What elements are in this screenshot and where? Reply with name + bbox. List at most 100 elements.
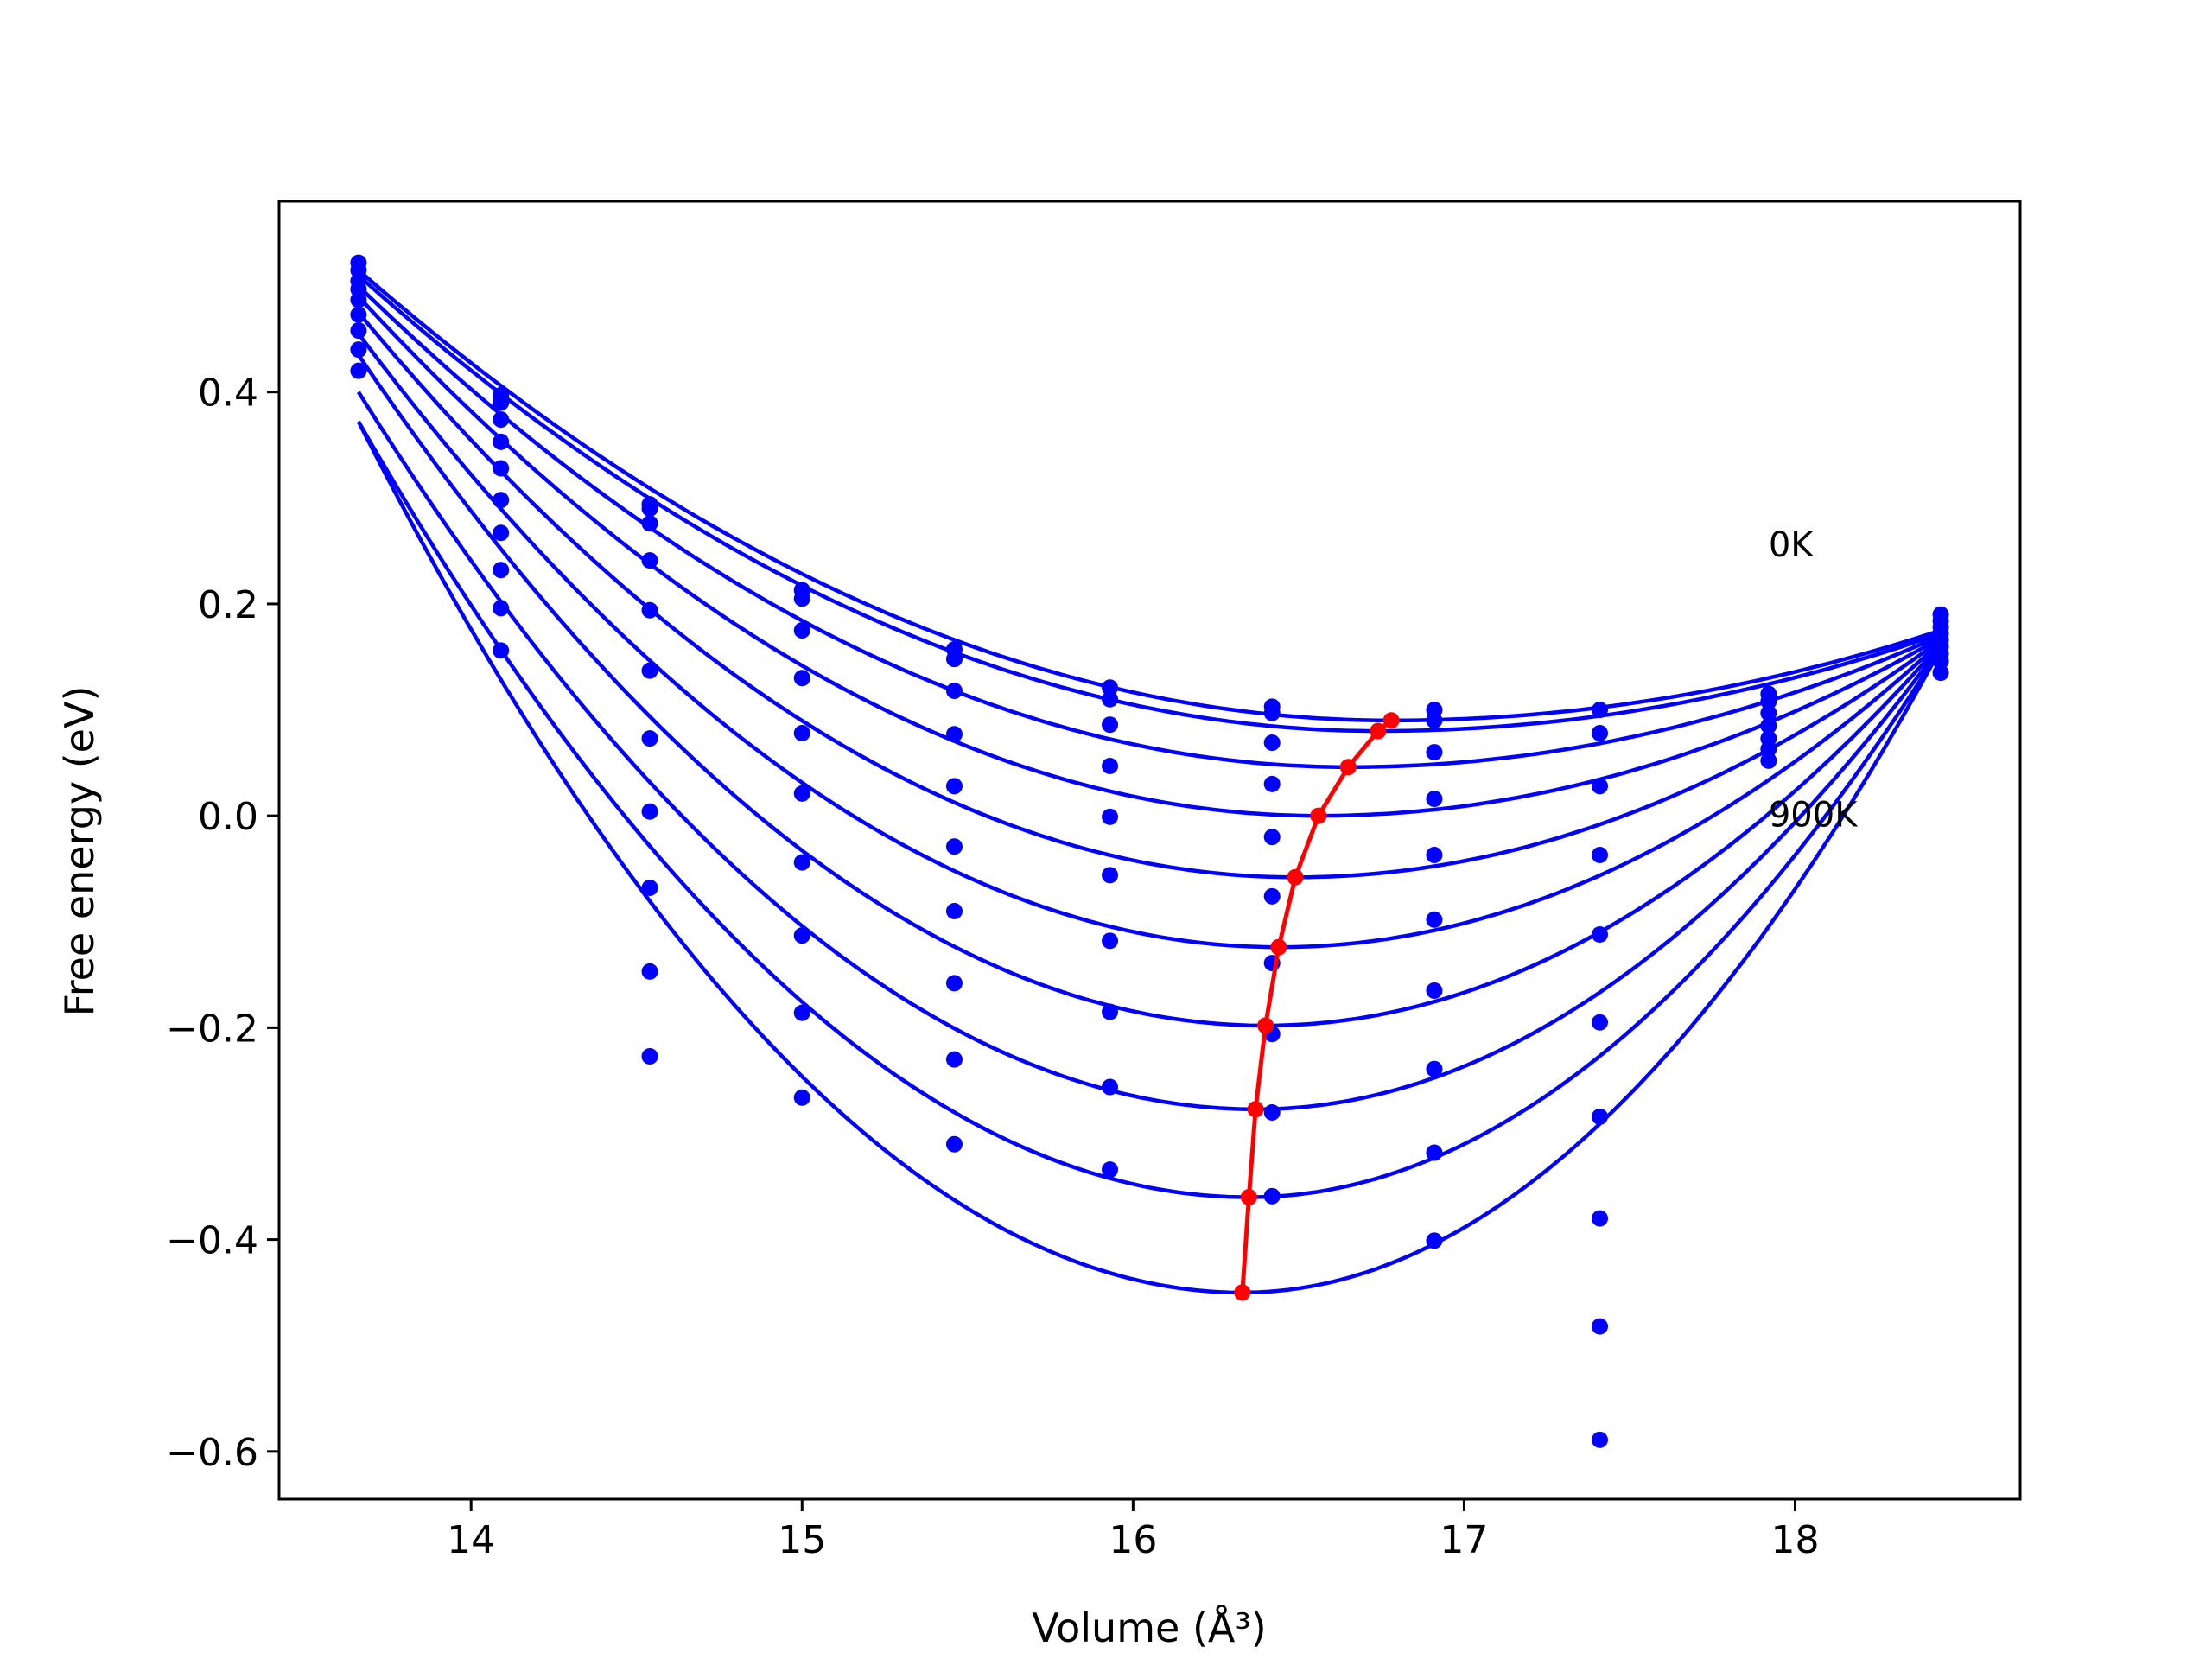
data-point-1-6 [350,306,367,323]
x-tick-label: 18 [1771,1518,1820,1562]
data-point-10-2 [1760,693,1777,710]
data-point-1-8 [350,341,367,359]
data-point-5-9 [945,1051,963,1068]
data-point-6-8 [1102,1003,1119,1020]
data-point-1-7 [350,322,367,340]
data-point-8-4 [1426,791,1443,808]
data-point-9-6 [1591,1014,1608,1031]
data-point-1-5 [350,291,367,308]
data-point-6-5 [1102,808,1119,825]
fit-curve-7 [357,353,1942,1028]
y-tick-label: −0.2 [166,1007,258,1051]
data-point-3-3 [641,515,658,532]
data-point-10-7 [1760,752,1777,769]
data-point-5-7 [945,903,963,920]
data-point-2-7 [493,524,510,542]
minimum-point-1 [1382,712,1400,729]
data-point-6-2 [1102,690,1119,708]
data-point-4-5 [793,725,810,742]
minimum-point-8 [1247,1101,1264,1118]
fit-curve-10 [356,420,1943,1295]
data-point-10-4 [1760,717,1777,734]
fit-curve-2 [357,274,1942,734]
data-point-2-2 [493,394,510,411]
x-tick-label: 16 [1109,1518,1157,1562]
temperature-label-1: 0K [1769,525,1815,565]
data-point-6-1 [1102,679,1119,696]
data-point-2-5 [493,460,510,477]
data-point-8-3 [1426,744,1443,761]
data-point-4-2 [793,590,810,607]
data-point-5-2 [945,651,963,668]
data-point-6-6 [1102,867,1119,884]
data-point-8-10 [1426,1232,1443,1249]
data-point-11-8 [1932,652,1949,670]
data-point-8-7 [1426,982,1443,999]
minimum-point-3 [1339,759,1357,776]
data-point-9-1 [1591,702,1608,719]
data-point-3-8 [641,803,658,820]
data-point-2-3 [493,411,510,429]
minimum-point-7 [1257,1017,1274,1034]
fit-curve-4 [357,295,1942,818]
data-point-3-9 [641,880,658,897]
data-point-10-6 [1760,741,1777,758]
data-point-6-9 [1102,1078,1119,1096]
y-tick-label: 0.4 [198,372,258,416]
y-tick-label: 0.2 [198,583,258,627]
data-point-3-2 [641,500,658,518]
data-point-3-11 [641,1047,658,1065]
fit-curve-6 [357,332,1942,950]
y-tick-label: 0.0 [198,795,258,839]
fit-curve-9 [356,420,1942,1199]
data-point-5-10 [945,1135,963,1153]
data-point-6-10 [1102,1161,1119,1179]
data-point-4-10 [793,1089,810,1106]
data-point-9-2 [1591,725,1608,742]
y-tick-label: −0.4 [166,1219,258,1263]
x-tick-label: 15 [778,1518,826,1562]
x-tick-label: 14 [447,1518,495,1562]
data-point-5-8 [945,975,963,992]
data-point-4-6 [793,785,810,802]
data-point-9-3 [1591,778,1608,795]
data-point-2-6 [493,492,510,509]
data-point-6-4 [1102,758,1119,775]
data-point-2-8 [493,562,510,579]
data-point-5-6 [945,838,963,855]
x-tick-label: 17 [1440,1518,1488,1562]
data-point-3-4 [641,552,658,569]
data-point-3-5 [641,601,658,619]
data-point-9-8 [1591,1210,1608,1227]
data-point-7-4 [1263,775,1281,792]
data-point-7-5 [1263,829,1281,846]
data-point-7-10 [1263,1187,1281,1205]
y-axis: −0.6 −0.4 −0.2 0.0 0.2 0.4 [166,372,279,1475]
data-point-8-6 [1426,911,1443,928]
data-point-3-6 [641,662,658,679]
data-point-4-4 [793,670,810,687]
data-point-8-5 [1426,847,1443,864]
data-point-4-3 [793,622,810,639]
data-point-8-8 [1426,1060,1443,1077]
x-axis-label: Volume (Å³) [1032,1605,1267,1651]
data-point-5-4 [945,726,963,743]
data-point-5-5 [945,778,963,795]
data-point-10-3 [1760,704,1777,721]
data-point-8-9 [1426,1144,1443,1161]
minimum-point-6 [1270,938,1287,956]
data-point-2-10 [493,642,510,659]
data-point-9-10 [1591,1431,1608,1448]
fit-curve-1 [357,268,1942,723]
data-point-4-8 [793,927,810,944]
x-axis: 14 15 16 17 18 [447,1499,1820,1562]
data-point-6-3 [1102,716,1119,734]
data-point-9-5 [1591,925,1608,943]
data-point-8-2 [1426,712,1443,729]
temperature-label-2: 900K [1769,795,1859,835]
minimum-point-4 [1310,807,1327,824]
data-point-3-10 [641,963,658,980]
minimum-point-9 [1240,1189,1257,1206]
